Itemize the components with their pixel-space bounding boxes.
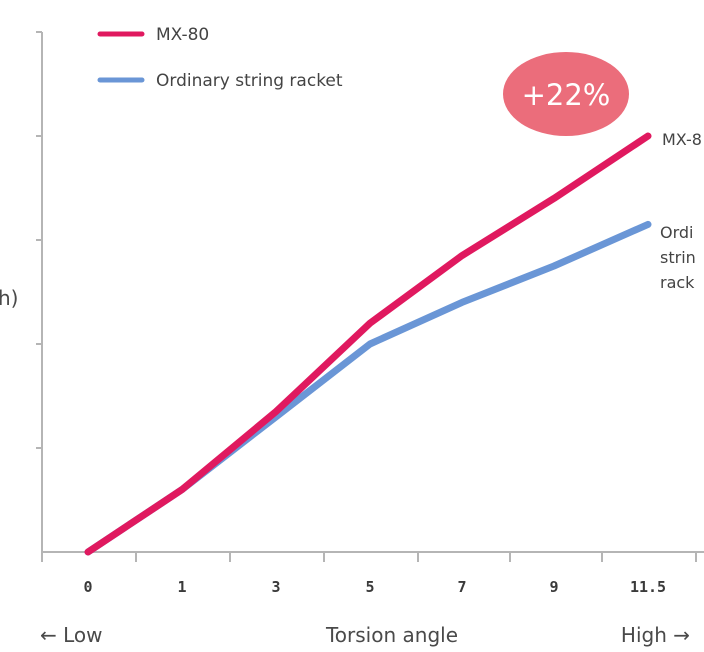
x-tick-label-1: 1 [177, 578, 186, 596]
percent-badge-background [503, 52, 629, 136]
legend: MX-80 Ordinary string racket [97, 25, 343, 91]
x-ticks [41, 552, 697, 562]
x-tick-label-4: 7 [457, 578, 466, 596]
series-line-mx80 [84, 132, 652, 556]
legend-label-mx80: MX-80 [156, 25, 209, 45]
y-ticks [36, 31, 42, 449]
end-label-ordinary-line2: strin [660, 248, 696, 267]
x-tick-label-2: 3 [271, 578, 280, 596]
percent-badge-text: +22% [522, 78, 611, 112]
x-tick-label-3: 5 [365, 578, 374, 596]
x-tick-label-0: 0 [83, 578, 92, 596]
series-layer [84, 132, 652, 556]
percent-badge: +22% [503, 52, 629, 136]
x-tick-label-5: 9 [549, 578, 558, 596]
x-axis-low-label: ← Low [40, 623, 103, 647]
series-line-ordinary [84, 220, 652, 556]
x-tick-label-6: 11.5 [630, 578, 666, 596]
end-label-ordinary-line1: Ordi [660, 223, 694, 242]
legend-label-ordinary: Ordinary string racket [156, 71, 343, 91]
x-axis-title: Torsion angle [325, 623, 458, 647]
x-axis-high-label: High → [621, 623, 690, 647]
end-label-ordinary-line3: rack [660, 273, 695, 292]
y-axis-label: h) [0, 286, 18, 310]
end-label-mx80: MX-8 [662, 130, 702, 149]
x-tick-labels: 0 1 3 5 7 9 11.5 [83, 578, 666, 596]
